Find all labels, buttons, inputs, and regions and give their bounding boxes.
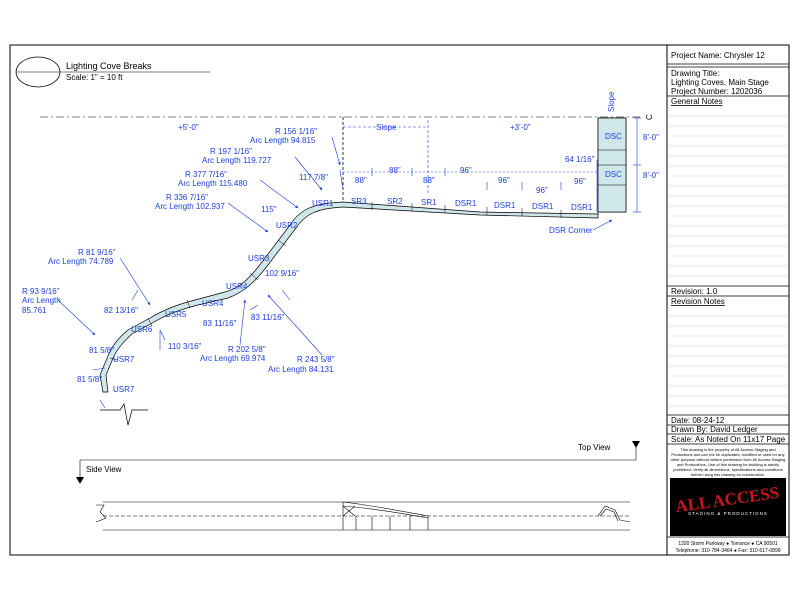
segment-dsc-top: DSC — [605, 132, 622, 141]
radius-377-arc: Arc Length 115.480 — [178, 179, 248, 188]
radius-377: R 377 7/16" — [185, 170, 227, 179]
tb-general-notes: General Notes — [671, 97, 723, 106]
tb-disclaimer-line: prohibited. Verify all dimensions, speci… — [673, 467, 782, 472]
dim-81-b: 81 5/8" — [77, 375, 102, 384]
radius-197: R 197 1/16" — [210, 147, 252, 156]
segment-dsc-bottom: DSC — [605, 170, 622, 179]
title-block: Project Name: Chrysler 12 Drawing Title:… — [667, 51, 789, 554]
break-symbol — [100, 403, 148, 426]
dim-88-a: 88" — [355, 176, 367, 185]
radius-197-arc: Arc Length 119.727 — [202, 156, 272, 165]
dim-8ft-bottom: 8'-0" — [643, 171, 659, 180]
dim-82: 82 13/16" — [104, 306, 138, 315]
radius-93: R 93 9/16" — [22, 287, 60, 296]
dim-8ft-top: 8'-0" — [643, 133, 659, 142]
segment-dsr1-c: DSR1 — [532, 202, 554, 211]
dim-81-a: 81 5/8" — [89, 346, 114, 355]
segment-sr2: SR2 — [387, 197, 403, 206]
tb-date: Date: 08-24-12 — [671, 416, 725, 425]
radius-156: R 156 1/16" — [275, 127, 317, 136]
tb-revision: Revision: 1.0 — [671, 287, 718, 296]
segment-sr1: SR1 — [421, 198, 437, 207]
radius-243-arc: Arc Length 84.131 — [268, 365, 334, 374]
radius-81: R 81 9/16" — [78, 248, 116, 257]
segment-sr3: SR3 — [351, 197, 367, 206]
logo-sub: STAGING & PRODUCTIONS — [688, 511, 768, 516]
segment-usr2: USR2 — [276, 221, 298, 230]
tb-scale: Scale: As Noted On 11x17 Page — [671, 435, 786, 444]
radius-81-arc: Arc Length 74.789 — [48, 257, 114, 266]
dim-88-b: 88" — [389, 166, 401, 175]
segment-dsr1-b: DSR1 — [494, 201, 516, 210]
cove-plan — [99, 117, 627, 393]
segment-usr4-b: USR4 — [202, 299, 224, 308]
tb-disclaimer-line: before using this drawing for constructi… — [691, 472, 765, 477]
side-view-label: Side View — [86, 465, 122, 474]
tb-phone: Telephone: 310-784-3464 ● Fax: 310-517-0… — [675, 548, 780, 554]
slope-label: Slope — [376, 123, 397, 132]
radius-93-arc2: 85.761 — [22, 306, 47, 315]
radius-336: R 336 7/16" — [166, 193, 208, 202]
drawing-title: Lighting Cove Breaks — [66, 61, 152, 71]
dim-96-b: 96" — [498, 176, 510, 185]
sheet-border — [9, 44, 790, 556]
tb-disclaimer-line: other purpose without written permission… — [671, 457, 786, 462]
leader-lines — [57, 136, 344, 409]
dim-96-d: 96" — [574, 177, 586, 186]
drawing-title-callout: Lighting Cove Breaks Scale: 1" = 10 ft — [15, 56, 210, 88]
dim-115: 115" — [261, 205, 277, 214]
segment-usr4-a: USR4 — [226, 282, 248, 291]
dim-96-c: 96" — [536, 186, 548, 195]
segment-usr6: USR6 — [131, 325, 153, 334]
radius-336-arc: Arc Length 102.937 — [155, 202, 225, 211]
tb-drawing-title: Lighting Coves, Main Stage — [671, 78, 769, 87]
segment-usr7-b: USR7 — [113, 385, 135, 394]
radius-202: R 202 5/8" — [228, 345, 266, 354]
slope-vertical-label: Slope — [607, 91, 616, 112]
segment-usr5: USR5 — [165, 310, 187, 319]
tb-drawing-title-label: Drawing Title: — [671, 69, 719, 78]
centerline-symbol: C — [645, 114, 654, 120]
tb-project-name: Project Name: Chrysler 12 — [671, 51, 765, 60]
tb-disclaimer-line: Productions and can not be duplicated, m… — [671, 452, 784, 457]
tb-project-number: Project Number: 1202036 — [671, 87, 763, 96]
dim-110: 110 3/16" — [168, 342, 202, 351]
company-logo — [670, 478, 786, 536]
side-view-drawing — [95, 501, 631, 531]
tb-disclaimer-line: This drawing is the property of All Acce… — [680, 447, 775, 452]
dsr-corner-label: DSR Corner — [549, 226, 593, 235]
dim-83-a: 83 11/16" — [203, 319, 237, 328]
segment-usr1: USR1 — [312, 199, 334, 208]
elevation-left: +5'-0" — [178, 123, 199, 132]
tb-disclaimer: This drawing is the property of All Acce… — [671, 447, 786, 477]
notes-lines — [667, 115, 789, 407]
tb-disclaimer-line: and Productions. Use of this drawing for… — [677, 462, 779, 467]
radius-243: R 243 5/8" — [297, 355, 335, 364]
tb-address: 1320 Storm Parkway ● Torrance ● CA 90501 — [678, 541, 778, 547]
top-dimension-chain — [343, 168, 598, 190]
dim-88-c: 88" — [423, 176, 435, 185]
radius-156-arc: Arc Length 94.815 — [250, 136, 316, 145]
dim-64: 64 1/16" — [565, 155, 595, 164]
segment-dsr1-a: DSR1 — [455, 199, 477, 208]
segment-dsr1-d: DSR1 — [571, 203, 593, 212]
dim-102: 102 9/16" — [265, 269, 299, 278]
dim-117: 117 7/8" — [299, 173, 328, 182]
dim-83-b: 83 11/16" — [251, 313, 285, 322]
radius-202-arc: Arc Length 69.974 — [200, 354, 266, 363]
tb-drawn-by: Drawn By: David Ledger — [671, 425, 758, 434]
drawing-scale: Scale: 1" = 10 ft — [66, 73, 123, 82]
dim-96-a: 96" — [460, 166, 472, 175]
elevation-right: +3'-0" — [510, 123, 531, 132]
top-view-label: Top View — [578, 443, 611, 452]
tb-revision-notes: Revision Notes — [671, 297, 725, 306]
cove-outline — [99, 117, 627, 393]
radius-93-arc1: Arc Length — [22, 296, 61, 305]
segment-usr7-a: USR7 — [113, 355, 135, 364]
segment-usr3: USR3 — [248, 254, 270, 263]
